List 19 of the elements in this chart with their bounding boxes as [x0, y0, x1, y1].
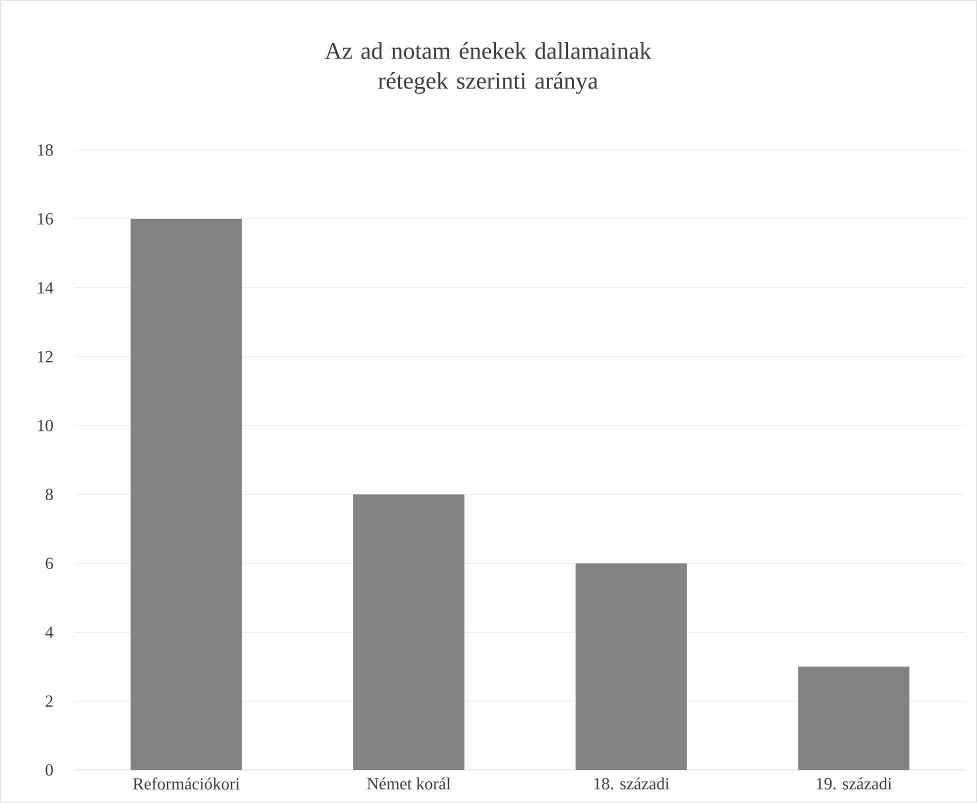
y-tick-label: 0	[46, 764, 53, 776]
bar	[353, 494, 464, 770]
y-tick-label: 10	[38, 420, 53, 432]
bar	[576, 563, 687, 770]
x-tick-label: Reformációkori	[133, 778, 240, 790]
chart-title: Az ad notam énekek dallamainak rétegek szerinti aránya	[324, 42, 652, 94]
y-tick-label: 14	[38, 282, 54, 294]
y-tick-label: 4	[45, 626, 54, 638]
x-tick-label: Német korál	[367, 778, 450, 790]
y-tick-label: 18	[38, 144, 53, 156]
bar	[130, 218, 242, 770]
y-tick-label: 16	[38, 213, 53, 225]
x-tick-label: 19. századi	[816, 778, 892, 790]
bar	[798, 666, 910, 770]
y-tick-label: 12	[38, 351, 53, 362]
y-tick-label: 8	[46, 488, 53, 500]
x-tick-label: 18. századi	[594, 778, 670, 790]
y-tick-label: 2	[46, 695, 53, 707]
y-tick-label: 6	[46, 558, 53, 570]
